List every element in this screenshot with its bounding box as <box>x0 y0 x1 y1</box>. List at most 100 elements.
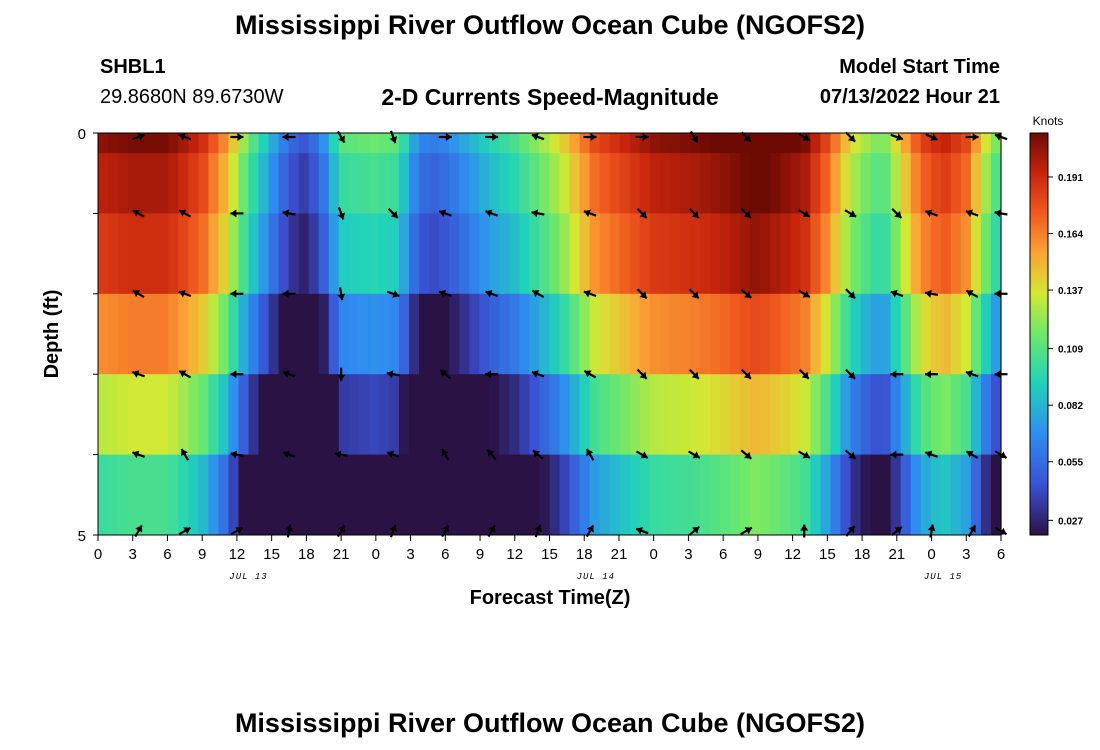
heatmap-cell <box>138 213 149 295</box>
heatmap-cell <box>780 133 791 154</box>
heatmap-cell <box>98 213 109 295</box>
heatmap-cell <box>449 454 460 536</box>
heatmap-cell <box>539 133 551 154</box>
current-vector-arrow <box>337 287 346 301</box>
heatmap-cell <box>710 374 721 456</box>
heatmap-cell <box>178 293 189 375</box>
heatmap-cell <box>409 153 420 214</box>
heatmap-cell <box>409 454 420 536</box>
heatmap-cell <box>730 454 741 536</box>
heatmap-cell <box>138 374 149 456</box>
heatmap-cell <box>118 153 129 214</box>
current-vector-arrow <box>688 368 700 380</box>
heatmap-cell <box>469 213 480 295</box>
heatmap-cell <box>669 213 681 295</box>
heatmap-cell <box>529 213 541 295</box>
heatmap-cell <box>98 454 109 536</box>
heatmap-cell <box>599 133 611 154</box>
heatmap-cell <box>609 133 621 154</box>
heatmap-cell <box>138 454 149 536</box>
heatmap-cell <box>288 293 300 375</box>
heatmap-cell <box>98 293 109 375</box>
heatmap-cell <box>439 293 450 375</box>
heatmap-cell <box>429 374 440 456</box>
current-vector-arrow <box>438 209 452 217</box>
heatmap-cell <box>900 153 912 214</box>
heatmap-cell <box>750 374 761 456</box>
x-tick-label: 0 <box>94 546 102 563</box>
heatmap-cell <box>880 133 892 154</box>
heatmap-cell <box>399 153 410 214</box>
current-vector-arrow <box>635 133 649 141</box>
current-vector-arrow <box>282 289 296 298</box>
heatmap-cell <box>449 213 460 295</box>
heatmap-cell <box>559 374 571 456</box>
colorbar-tick-label: 0.191 <box>1058 173 1083 184</box>
heatmap-cell <box>509 213 520 295</box>
heatmap-cell <box>118 374 129 456</box>
heatmap-cell <box>960 213 972 295</box>
heatmap-cell <box>178 153 189 214</box>
heatmap-cell <box>278 293 290 375</box>
current-vector-arrow <box>688 525 700 537</box>
date-label: JUL 15 <box>924 572 962 582</box>
current-vector-arrow <box>230 450 244 459</box>
current-vector-arrow <box>890 450 904 459</box>
heatmap-cell <box>930 454 942 536</box>
heatmap-cell <box>318 374 330 456</box>
heatmap-cell <box>158 374 169 456</box>
heatmap-cell <box>158 153 169 214</box>
current-vector-arrow <box>925 450 938 459</box>
heatmap-cell <box>348 454 360 536</box>
current-vector-arrow <box>740 208 752 219</box>
heatmap-cell <box>780 454 791 536</box>
heatmap-cell <box>689 374 701 456</box>
heatmap-cell <box>970 133 982 154</box>
heatmap-cell <box>669 293 681 375</box>
heatmap-cell <box>930 293 942 375</box>
current-vector-arrow <box>890 289 904 298</box>
heatmap-cell <box>439 213 450 295</box>
heatmap-cell <box>399 454 410 536</box>
current-vector-arrow <box>891 208 903 219</box>
heatmap-cell <box>890 153 902 214</box>
heatmap-cell <box>459 153 470 214</box>
current-vector-arrow <box>845 131 856 143</box>
current-vector-arrow <box>798 450 811 459</box>
heatmap-cell <box>298 374 310 456</box>
heatmap-cell <box>619 153 631 214</box>
heatmap-cell <box>960 153 972 214</box>
heatmap-cell <box>519 374 531 456</box>
heatmap-cell <box>198 374 209 456</box>
heatmap-cell <box>368 454 380 536</box>
heatmap-cell <box>800 374 811 456</box>
station-coordinates: 29.8680N 89.6730W <box>100 86 284 108</box>
heatmap-cell <box>559 213 571 295</box>
heatmap-cell <box>800 153 811 214</box>
x-tick-label: 3 <box>684 546 692 563</box>
heatmap-chart: 0 3 6 9 12 15 18 21 0 3 6 9 12 15 18 21 0 3 6 9 12 15 18 21 0 3 6 J… <box>41 114 1083 609</box>
heatmap-cell <box>970 454 982 536</box>
heatmap-cell <box>920 133 932 154</box>
heatmap-cell <box>960 454 972 536</box>
heatmap-cell <box>238 133 250 154</box>
heatmap-cell <box>409 374 420 456</box>
heatmap-cell <box>569 153 581 214</box>
heatmap-cell <box>258 213 270 295</box>
heatmap-cell <box>950 454 962 536</box>
heatmap-cell <box>399 213 410 295</box>
current-vector-arrow <box>740 526 753 536</box>
heatmap-cell <box>208 374 219 456</box>
heatmap-cell <box>509 454 520 536</box>
current-vector-arrow <box>583 133 597 141</box>
current-vector-arrow <box>845 525 856 537</box>
heatmap-cell <box>539 153 551 214</box>
heatmap-cell <box>529 133 541 154</box>
heatmap-cell <box>679 293 691 375</box>
heatmap-cell <box>128 454 139 536</box>
heatmap-cell <box>479 133 490 154</box>
x-axis-label: Forecast Time(Z) <box>470 587 631 609</box>
heatmap-cell <box>730 374 741 456</box>
current-vector-arrow <box>230 209 244 218</box>
heatmap-cell <box>700 213 711 295</box>
